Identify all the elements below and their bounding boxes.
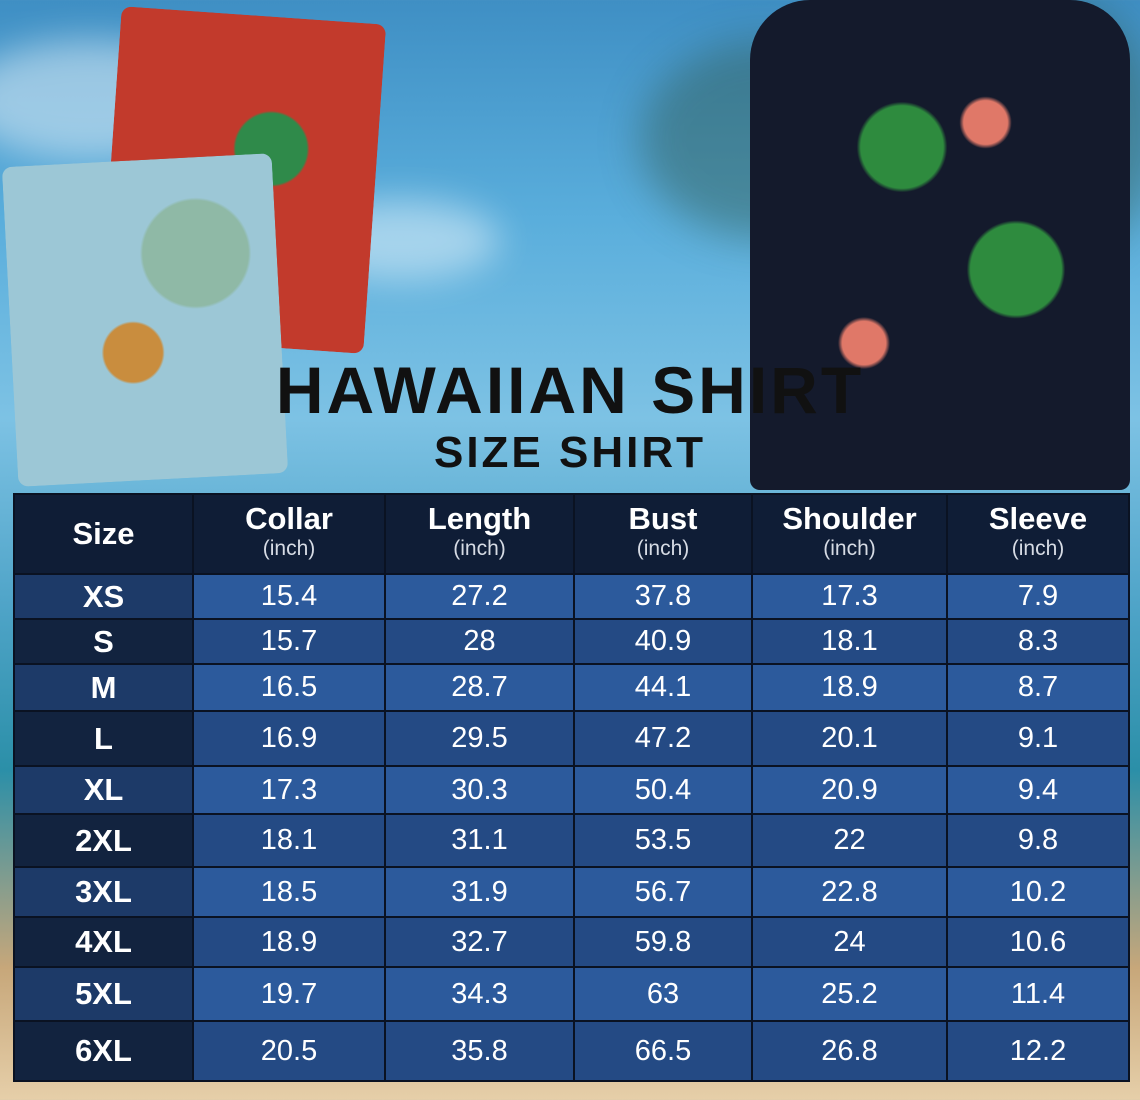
column-header-length: Length (inch) [384, 493, 575, 575]
column-header-unit: (inch) [636, 537, 690, 560]
column-header-label: Sleeve [988, 501, 1088, 536]
measurement-cell: 27.2 [384, 573, 575, 620]
table-row: XS 15.4 27.2 37.8 17.3 7.9 [13, 573, 1130, 620]
column-header-unit: (inch) [262, 537, 316, 560]
measurement-cell: 28.7 [384, 663, 575, 712]
measurement-cell: 29.5 [384, 710, 575, 767]
measurement-cell: 31.1 [384, 813, 575, 868]
measurement-cell: 53.5 [573, 813, 753, 868]
measurement-cell: 15.4 [192, 573, 386, 620]
size-chart-table: Size Collar (inch) Length (inch) Bust (inch) Sh… [13, 493, 1130, 1082]
size-cell: 6XL [13, 1020, 194, 1082]
size-cell: XL [13, 765, 194, 815]
measurement-cell: 18.9 [192, 916, 386, 968]
measurement-cell: 18.1 [192, 813, 386, 868]
measurement-cell: 20.5 [192, 1020, 386, 1082]
measurement-cell: 18.5 [192, 866, 386, 918]
measurement-cell: 10.2 [946, 866, 1130, 918]
measurement-cell: 12.2 [946, 1020, 1130, 1082]
measurement-cell: 8.3 [946, 618, 1130, 665]
measurement-cell: 47.2 [573, 710, 753, 767]
measurement-cell: 37.8 [573, 573, 753, 620]
measurement-cell: 30.3 [384, 765, 575, 815]
column-header-sleeve: Sleeve (inch) [946, 493, 1130, 575]
table-row: L 16.9 29.5 47.2 20.1 9.1 [13, 710, 1130, 767]
column-header-unit: (inch) [823, 537, 876, 560]
measurement-cell: 11.4 [946, 966, 1130, 1022]
table-row: 5XL 19.7 34.3 63 25.2 11.4 [13, 966, 1130, 1022]
measurement-cell: 17.3 [192, 765, 386, 815]
measurement-cell: 24 [751, 916, 948, 968]
size-cell: 4XL [13, 916, 194, 968]
measurement-cell: 8.7 [946, 663, 1130, 712]
column-header-bust: Bust (inch) [573, 493, 753, 575]
measurement-cell: 34.3 [384, 966, 575, 1022]
measurement-cell: 9.4 [946, 765, 1130, 815]
measurement-cell: 9.8 [946, 813, 1130, 868]
measurement-cell: 26.8 [751, 1020, 948, 1082]
column-header-shoulder: Shoulder (inch) [751, 493, 948, 575]
measurement-cell: 22 [751, 813, 948, 868]
measurement-cell: 56.7 [573, 866, 753, 918]
measurement-cell: 35.8 [384, 1020, 575, 1082]
size-cell: 2XL [13, 813, 194, 868]
measurement-cell: 7.9 [946, 573, 1130, 620]
table-header-row: Size Collar (inch) Length (inch) Bust (inch) Sh… [13, 493, 1130, 575]
size-cell: XS [13, 573, 194, 620]
measurement-cell: 18.1 [751, 618, 948, 665]
measurement-cell: 22.8 [751, 866, 948, 918]
table-row: 4XL 18.9 32.7 59.8 24 10.6 [13, 916, 1130, 968]
column-header-label: Collar [245, 501, 333, 536]
measurement-cell: 31.9 [384, 866, 575, 918]
measurement-cell: 16.9 [192, 710, 386, 767]
table-row: S 15.7 28 40.9 18.1 8.3 [13, 618, 1130, 665]
column-header-collar: Collar (inch) [192, 493, 386, 575]
table-row: XL 17.3 30.3 50.4 20.9 9.4 [13, 765, 1130, 815]
measurement-cell: 15.7 [192, 618, 386, 665]
page-title: HAWAIIAN SHIRT [275, 353, 865, 427]
column-header-unit: (inch) [1011, 537, 1065, 560]
measurement-cell: 44.1 [573, 663, 753, 712]
model-flamingo-shirt-image [750, 0, 1130, 490]
size-cell: S [13, 618, 194, 665]
column-header-label: Shoulder [782, 501, 917, 536]
size-cell: 5XL [13, 966, 194, 1022]
measurement-cell: 59.8 [573, 916, 753, 968]
column-header-size: Size [13, 493, 194, 575]
measurement-cell: 17.3 [751, 573, 948, 620]
measurement-cell: 63 [573, 966, 753, 1022]
table-row: M 16.5 28.7 44.1 18.9 8.7 [13, 663, 1130, 712]
size-cell: 3XL [13, 866, 194, 918]
measurement-cell: 9.1 [946, 710, 1130, 767]
column-header-label: Bust [628, 501, 698, 536]
column-header-unit: (inch) [453, 537, 506, 560]
measurement-cell: 18.9 [751, 663, 948, 712]
column-header-label: Size [72, 516, 135, 551]
measurement-cell: 19.7 [192, 966, 386, 1022]
measurement-cell: 66.5 [573, 1020, 753, 1082]
column-header-label: Length [427, 501, 532, 536]
measurement-cell: 20.9 [751, 765, 948, 815]
page-subtitle: SIZE SHIRT [433, 428, 707, 477]
measurement-cell: 25.2 [751, 966, 948, 1022]
table-row: 6XL 20.5 35.8 66.5 26.8 12.2 [13, 1020, 1130, 1082]
size-cell: M [13, 663, 194, 712]
measurement-cell: 32.7 [384, 916, 575, 968]
measurement-cell: 16.5 [192, 663, 386, 712]
measurement-cell: 10.6 [946, 916, 1130, 968]
size-cell: L [13, 710, 194, 767]
table-row: 3XL 18.5 31.9 56.7 22.8 10.2 [13, 866, 1130, 918]
table-row: 2XL 18.1 31.1 53.5 22 9.8 [13, 813, 1130, 868]
measurement-cell: 40.9 [573, 618, 753, 665]
measurement-cell: 20.1 [751, 710, 948, 767]
measurement-cell: 28 [384, 618, 575, 665]
measurement-cell: 50.4 [573, 765, 753, 815]
